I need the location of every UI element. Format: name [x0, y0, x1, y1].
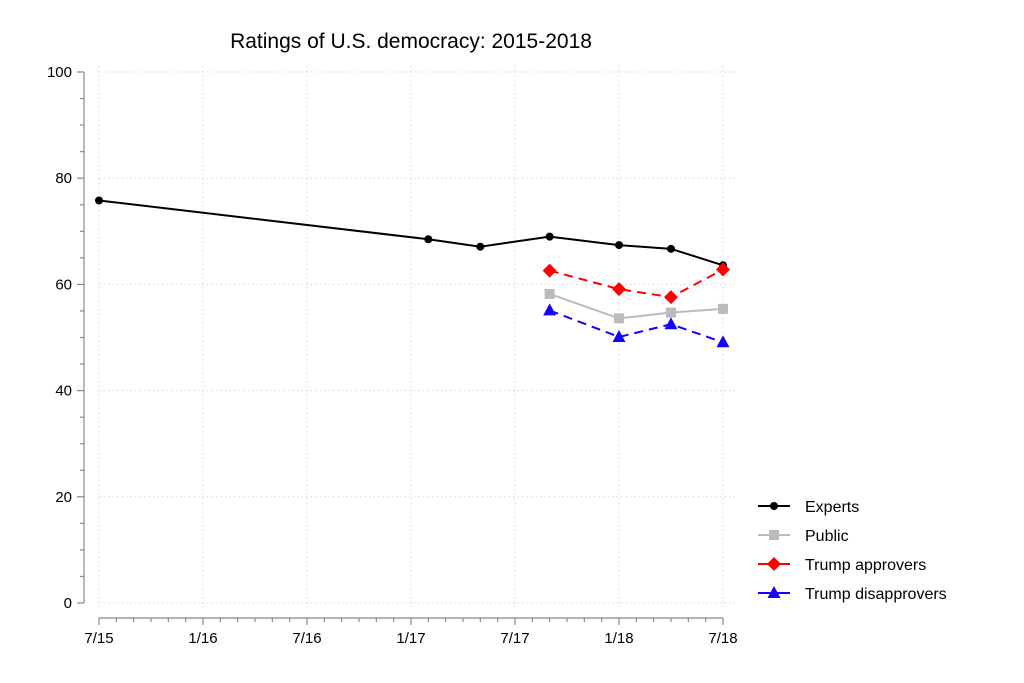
legend: Experts Public Trump approvers Trump disapp…	[758, 499, 947, 603]
data-point-experts	[476, 242, 485, 251]
series-line-trump-disapprovers	[549, 309, 724, 344]
legend-marker	[769, 530, 779, 540]
series-line-trump-approvers	[549, 268, 724, 299]
legend-label: Public	[805, 528, 849, 545]
series-line-public	[549, 293, 724, 320]
legend-label: Trump approvers	[805, 557, 926, 574]
data-point-trump-disapprovers	[612, 329, 626, 342]
y-tick-label: 60	[55, 276, 72, 293]
data-point-public	[718, 303, 728, 314]
x-tick-label: 1/18	[604, 630, 633, 647]
series-public	[544, 288, 728, 324]
grid-lines	[98, 66, 737, 607]
series-trump-disapprovers	[543, 303, 730, 348]
data-point-trump-approvers	[664, 290, 678, 305]
data-point-trump-approvers	[542, 263, 557, 278]
y-tick-label: 20	[55, 489, 72, 506]
x-tick-label: 1/17	[396, 630, 425, 647]
y-tick-label: 80	[55, 170, 72, 187]
legend-label: Trump disapprovers	[805, 586, 947, 603]
x-tick-label: 7/17	[500, 630, 529, 647]
legend-label: Experts	[805, 499, 859, 516]
data-point-experts	[615, 241, 623, 250]
data-point-trump-disapprovers	[664, 317, 678, 330]
legend-item-experts: Experts	[758, 499, 859, 516]
data-point-public	[614, 313, 624, 324]
x-tick-label: 7/16	[292, 630, 321, 647]
data-point-experts	[95, 196, 103, 205]
legend-marker	[767, 557, 781, 571]
data-point-experts	[667, 244, 675, 253]
legend-item-trump-approvers: Trump approvers	[758, 557, 926, 574]
data-point-trump-approvers	[716, 262, 730, 277]
data-point-trump-approvers	[612, 282, 626, 297]
x-tick-label: 7/15	[84, 630, 113, 647]
y-tick-label: 0	[64, 595, 72, 612]
data-point-public	[544, 288, 555, 299]
y-tick-label: 100	[47, 64, 72, 81]
data-point-trump-disapprovers	[716, 335, 730, 348]
legend-marker	[770, 502, 778, 510]
x-tick-label: 1/16	[188, 630, 217, 647]
chart-title: Ratings of U.S. democracy: 2015-2018	[230, 30, 592, 53]
axes: 0 20 40 60 80 100 7/15 1/16 7/16 1/17 7/17 1/18 7/18	[47, 64, 738, 647]
data-point-experts	[545, 232, 554, 241]
data-point-trump-disapprovers	[543, 303, 557, 316]
x-tick-label: 7/18	[708, 630, 737, 647]
y-tick-label: 40	[55, 383, 72, 400]
data-point-experts	[424, 235, 433, 244]
legend-item-trump-disapprovers: Trump disapprovers	[758, 586, 947, 603]
data-point-public	[666, 307, 676, 318]
legend-item-public: Public	[758, 528, 849, 545]
legend-marker	[767, 586, 781, 598]
series-trump-approvers	[542, 262, 730, 305]
series-layer	[95, 196, 730, 348]
series-experts	[95, 196, 727, 270]
